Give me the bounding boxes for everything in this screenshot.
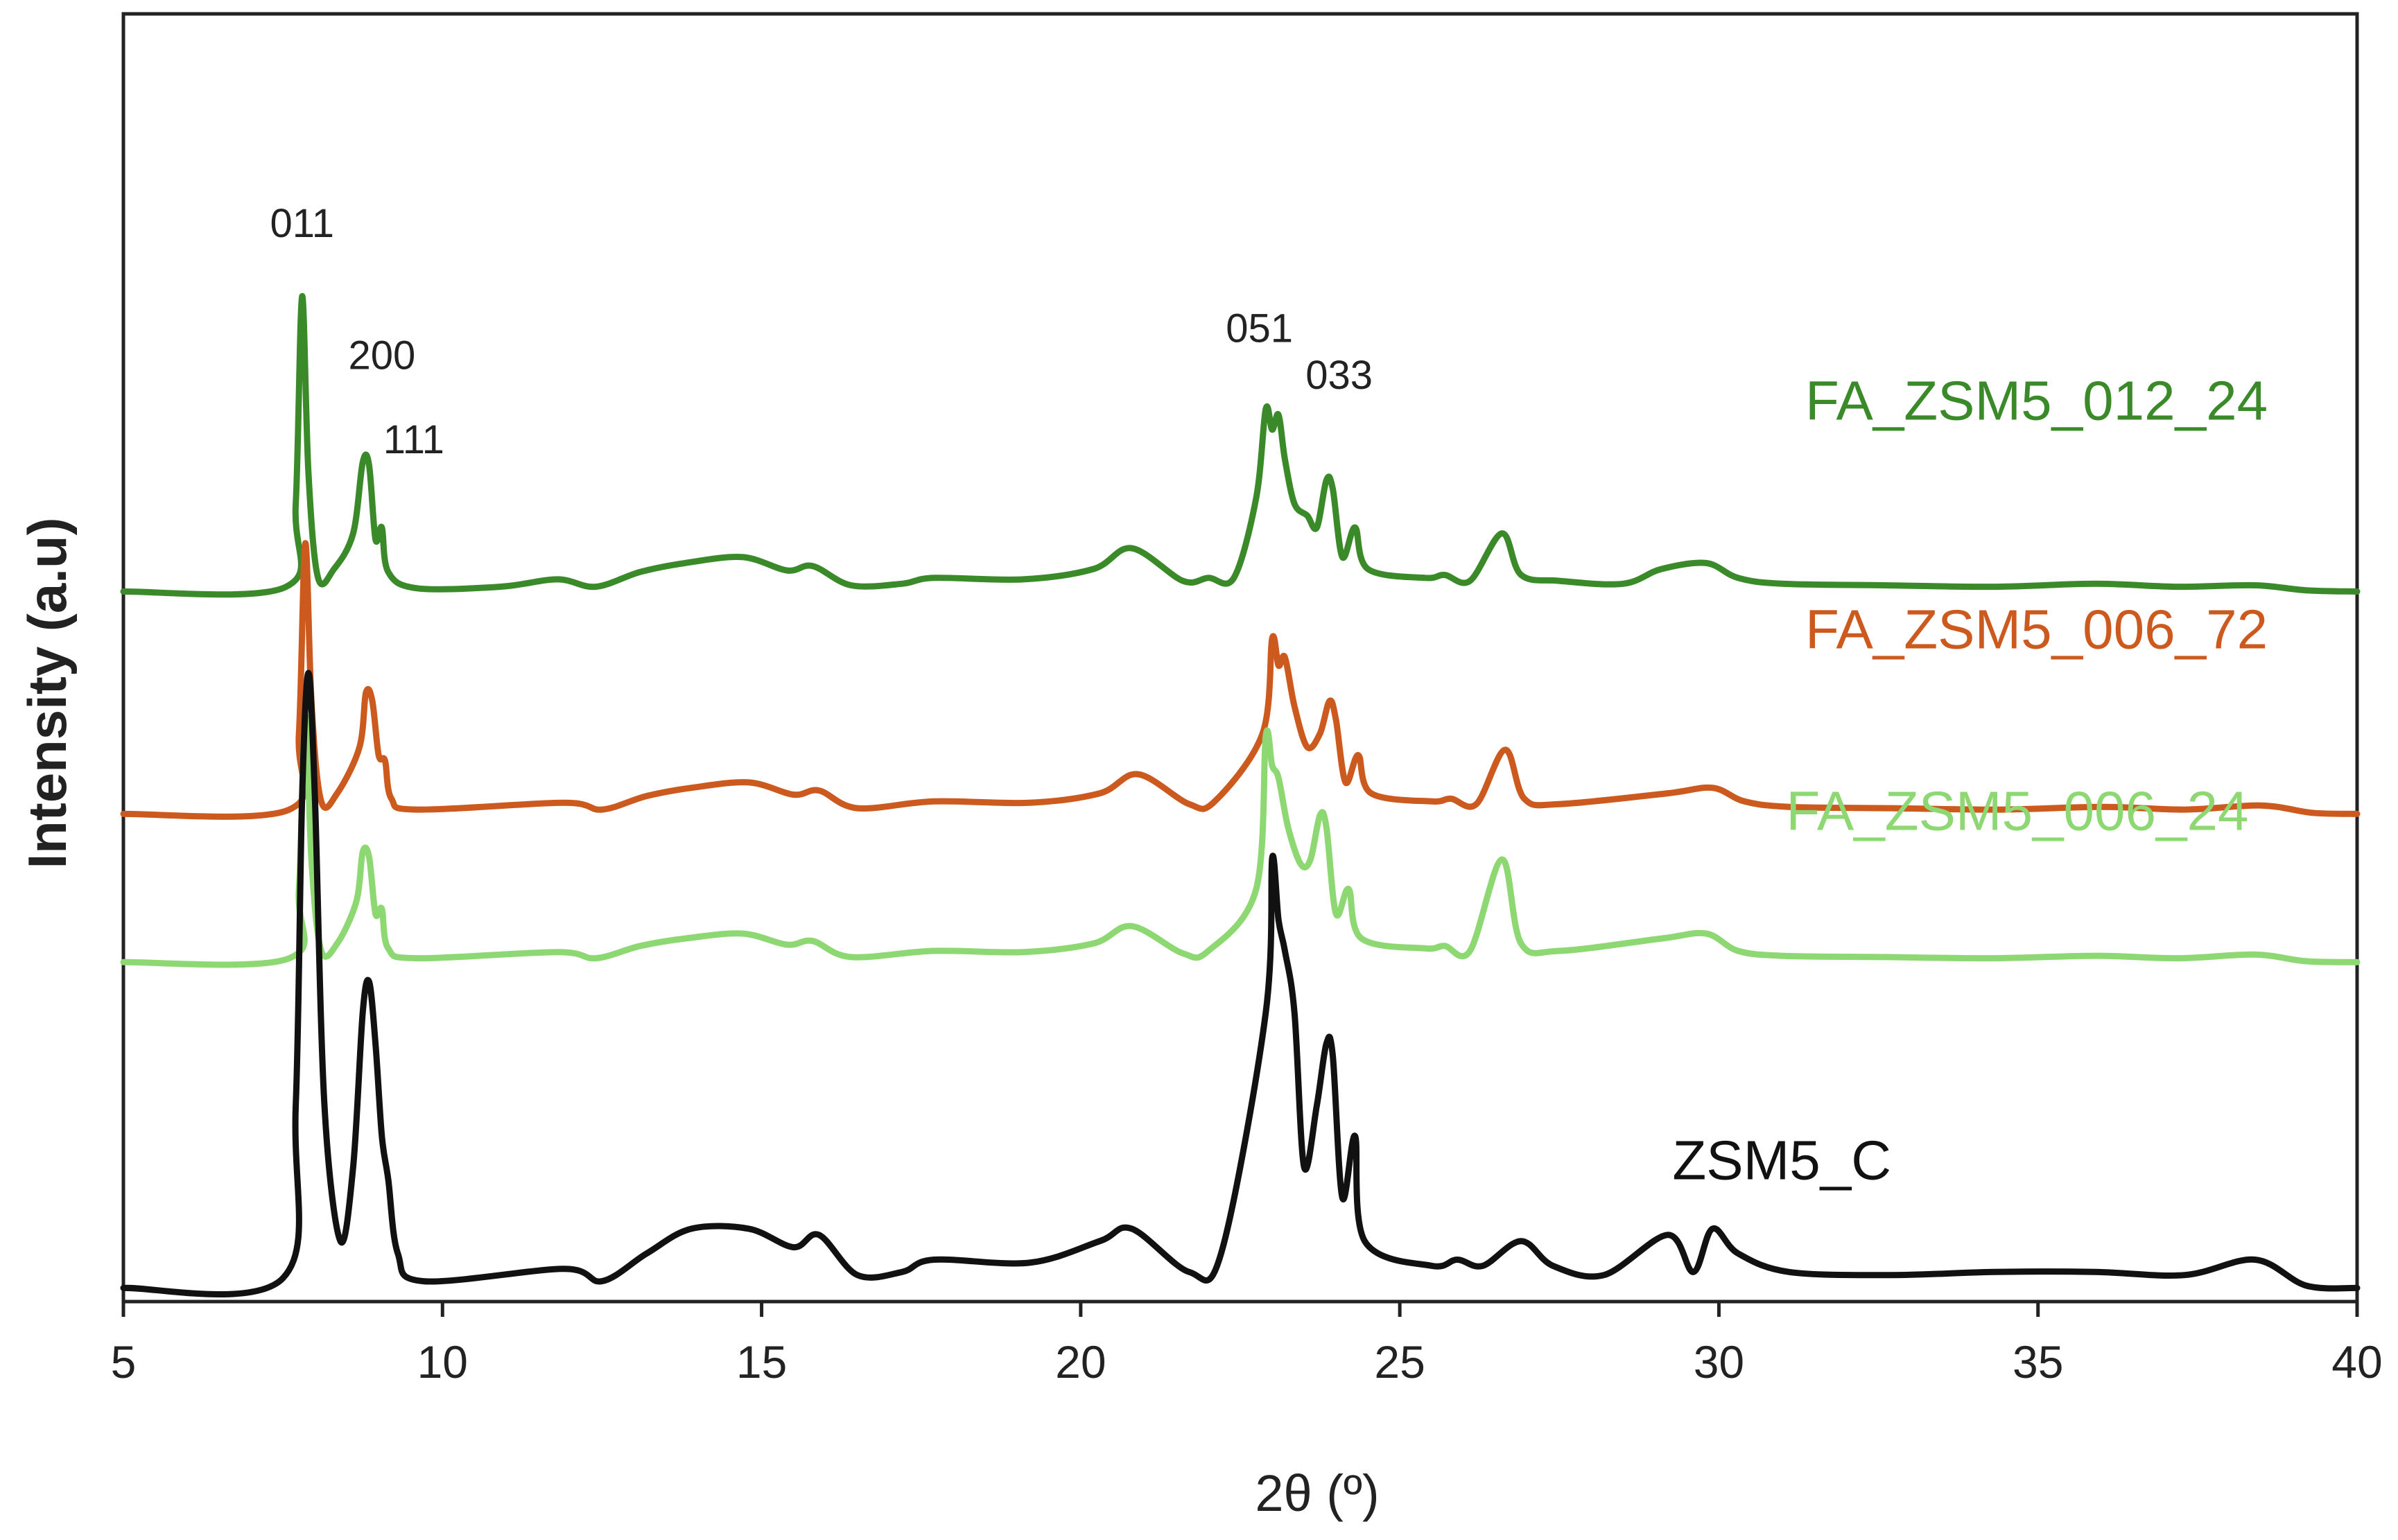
peak-index-label: 200: [348, 333, 415, 378]
series-label: FA_ZSM5_012_24: [1805, 370, 2268, 432]
y-axis-title: Intensity (a.u): [17, 517, 78, 868]
x-tick-label: 25: [1374, 1336, 1425, 1388]
x-tick-label: 5: [111, 1336, 137, 1388]
x-tick-label: 20: [1055, 1336, 1106, 1388]
x-tick-label: 35: [2013, 1336, 2063, 1388]
peak-annotations: 011 200 111 051 033: [270, 201, 1373, 462]
peak-index-label: 111: [383, 417, 444, 462]
series-line-fa-zsm5-006-72: [120, 540, 2361, 820]
x-tick-label: 30: [1694, 1336, 1744, 1388]
series-line-zsm5-c: [120, 670, 2361, 1297]
x-axis-tick-labels: 5 10 15 20 25 30 35 40: [111, 1336, 2383, 1388]
peak-index-label: 051: [1226, 306, 1293, 351]
x-axis-ticks: [121, 1302, 2359, 1317]
series-label: ZSM5_C: [1672, 1130, 1891, 1191]
series-layer: [120, 292, 2361, 1297]
series-label: FA_ZSM5_006_72: [1805, 598, 2268, 660]
plot-frame: [121, 12, 2359, 1304]
series-label: FA_ZSM5_006_24: [1786, 780, 2248, 841]
x-tick-label: 15: [736, 1336, 787, 1388]
x-tick-label: 10: [417, 1336, 468, 1388]
series-line-fa-zsm5-006-24: [120, 712, 2361, 968]
peak-index-label: 033: [1305, 353, 1373, 398]
x-axis-title: 2θ (º): [1255, 1464, 1379, 1522]
series-line-fa-zsm5-012-24: [120, 292, 2361, 598]
series-labels: FA_ZSM5_012_24 FA_ZSM5_006_72 FA_ZSM5_006_…: [1672, 370, 2268, 1191]
peak-index-label: 011: [270, 201, 334, 246]
x-tick-label: 40: [2331, 1336, 2382, 1388]
